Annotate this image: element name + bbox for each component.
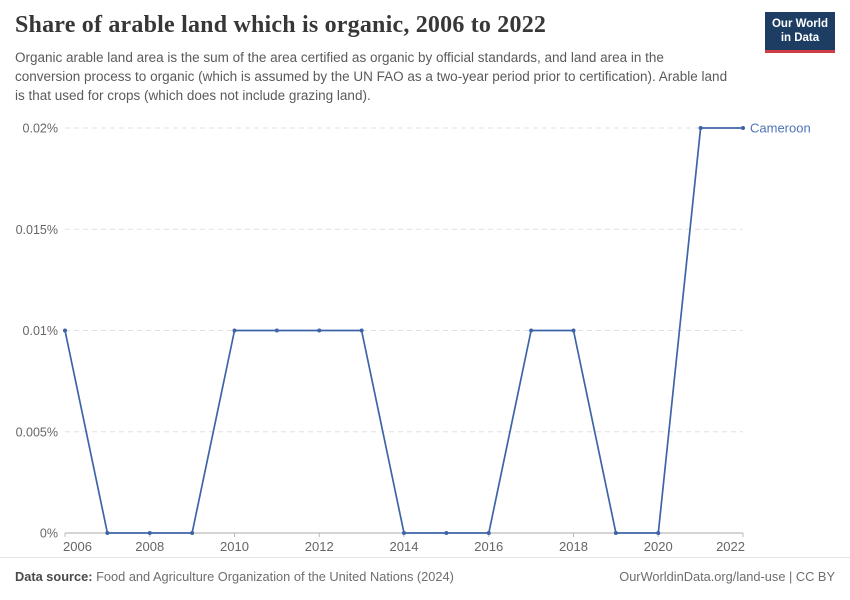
- footer-separator: |: [785, 569, 796, 584]
- data-point[interactable]: [402, 531, 406, 535]
- x-axis-label: 2008: [135, 539, 164, 554]
- data-source-value: Food and Agriculture Organization of the…: [96, 569, 454, 584]
- data-source-note: Data source: Food and Agriculture Organi…: [15, 569, 454, 584]
- data-point[interactable]: [232, 328, 237, 333]
- data-point[interactable]: [359, 328, 364, 333]
- chart-footer: Data source: Food and Agriculture Organi…: [0, 557, 850, 600]
- y-axis-label: 0.015%: [16, 223, 58, 237]
- data-point[interactable]: [698, 126, 703, 130]
- x-axis-label: 2012: [305, 539, 334, 554]
- data-point[interactable]: [317, 328, 322, 333]
- data-point[interactable]: [613, 531, 618, 535]
- y-axis-label: 0.01%: [23, 324, 58, 338]
- chart-subtitle: Organic arable land area is the sum of t…: [15, 50, 728, 104]
- data-point[interactable]: [571, 328, 576, 333]
- y-axis-label: 0.02%: [23, 122, 58, 136]
- x-axis-label: 2018: [559, 539, 588, 554]
- footer-credits: OurWorldinData.org/land-use | CC BY: [619, 569, 835, 584]
- data-point[interactable]: [190, 531, 195, 535]
- x-axis-label: 2022: [716, 539, 745, 554]
- y-axis-label: 0.005%: [16, 425, 58, 439]
- data-source-label: Data source:: [15, 569, 93, 584]
- chart-header: Share of arable land which is organic, 2…: [15, 12, 835, 105]
- data-point[interactable]: [444, 531, 449, 535]
- data-point[interactable]: [741, 126, 745, 130]
- page-title: Share of arable land which is organic, 2…: [15, 12, 547, 38]
- owid-url-link[interactable]: OurWorldinData.org/land-use: [619, 569, 786, 584]
- series-label-cameroon[interactable]: Cameroon: [750, 121, 811, 136]
- x-axis-label: 2016: [474, 539, 503, 554]
- data-point[interactable]: [486, 531, 491, 535]
- data-point[interactable]: [656, 531, 661, 535]
- y-axis-label: 0%: [40, 527, 58, 541]
- owid-logo[interactable]: Our World in Data: [764, 12, 835, 53]
- license-label: CC BY: [795, 569, 835, 584]
- data-point[interactable]: [274, 328, 279, 333]
- owid-logo-line2: in Data: [780, 32, 820, 45]
- x-axis-label: 2010: [220, 539, 249, 554]
- data-point[interactable]: [63, 328, 67, 333]
- data-point[interactable]: [105, 531, 110, 535]
- x-axis-label: 2014: [390, 539, 419, 554]
- data-point[interactable]: [147, 531, 152, 535]
- x-axis-label: 2020: [644, 539, 673, 554]
- owid-logo-line1: Our World: [771, 18, 828, 30]
- x-axis-label: 2006: [63, 539, 92, 554]
- data-point[interactable]: [529, 328, 534, 333]
